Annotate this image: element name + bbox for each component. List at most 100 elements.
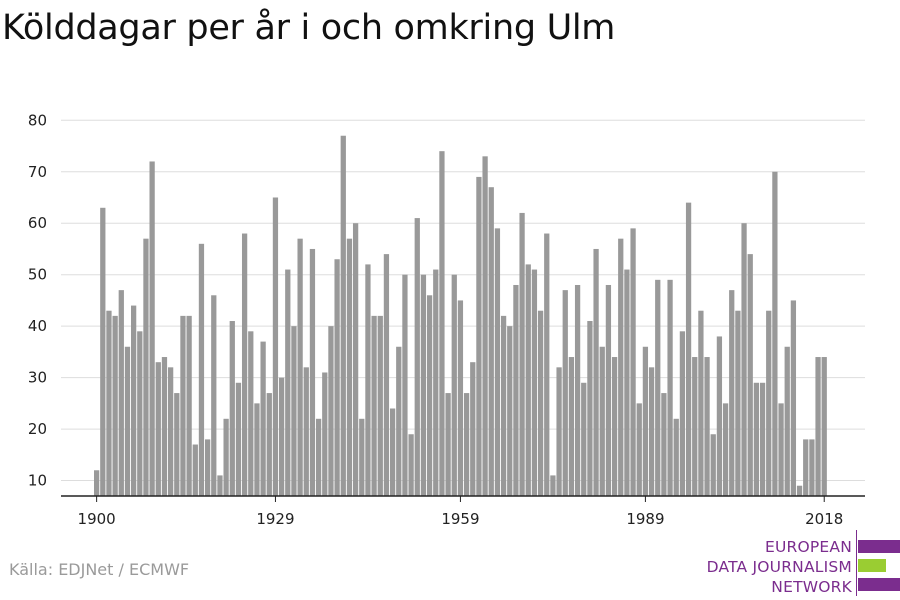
bar[interactable]: [642, 346, 649, 496]
bar[interactable]: [599, 346, 605, 496]
bar[interactable]: [303, 367, 309, 496]
bar[interactable]: [186, 315, 192, 496]
bar[interactable]: [648, 367, 655, 496]
bar[interactable]: [753, 382, 760, 496]
bar[interactable]: [544, 233, 550, 496]
bar[interactable]: [180, 315, 186, 496]
bar[interactable]: [796, 485, 803, 496]
bar[interactable]: [500, 315, 507, 496]
bar[interactable]: [143, 238, 149, 497]
bar[interactable]: [112, 315, 118, 496]
bar[interactable]: [396, 346, 402, 496]
bar[interactable]: [137, 331, 143, 496]
bar[interactable]: [155, 362, 161, 496]
bar[interactable]: [574, 284, 581, 496]
bar[interactable]: [698, 310, 704, 496]
bar[interactable]: [420, 274, 427, 496]
bar[interactable]: [685, 202, 692, 496]
bar[interactable]: [778, 403, 784, 496]
bar[interactable]: [593, 248, 599, 496]
bar[interactable]: [624, 269, 630, 496]
bar[interactable]: [667, 279, 673, 496]
edjnet-logo[interactable]: EUROPEAN DATA JOURNALISM NETWORK: [700, 530, 900, 596]
bar[interactable]: [174, 393, 180, 496]
bar[interactable]: [260, 341, 266, 496]
bar[interactable]: [673, 418, 679, 496]
bar[interactable]: [476, 176, 482, 496]
bar[interactable]: [605, 284, 612, 496]
bar[interactable]: [217, 475, 223, 496]
bar[interactable]: [722, 403, 729, 496]
bar[interactable]: [710, 434, 716, 496]
bar[interactable]: [784, 346, 790, 496]
bar[interactable]: [291, 326, 297, 496]
bar[interactable]: [433, 269, 439, 496]
bar[interactable]: [223, 418, 229, 496]
bar[interactable]: [106, 310, 112, 496]
bar[interactable]: [334, 259, 340, 496]
bar[interactable]: [704, 357, 710, 496]
bar[interactable]: [211, 295, 217, 496]
bar[interactable]: [470, 362, 476, 496]
bar[interactable]: [365, 264, 371, 496]
bar[interactable]: [568, 357, 575, 496]
bar[interactable]: [581, 382, 587, 496]
bar[interactable]: [408, 434, 414, 496]
bar[interactable]: [340, 135, 346, 497]
bar[interactable]: [167, 367, 174, 496]
bar[interactable]: [772, 171, 778, 496]
bar[interactable]: [192, 444, 198, 496]
bar[interactable]: [100, 207, 106, 497]
bar[interactable]: [426, 295, 433, 496]
bar[interactable]: [346, 238, 353, 497]
bar[interactable]: [537, 310, 544, 496]
bar[interactable]: [636, 403, 642, 496]
bar[interactable]: [266, 393, 272, 496]
bar[interactable]: [507, 326, 513, 496]
bar[interactable]: [531, 269, 538, 496]
bar[interactable]: [482, 156, 488, 496]
bar[interactable]: [766, 310, 772, 496]
bar[interactable]: [556, 367, 562, 496]
bar[interactable]: [309, 248, 316, 496]
bar[interactable]: [241, 233, 248, 496]
bar[interactable]: [297, 238, 303, 497]
bar[interactable]: [118, 290, 124, 496]
bar[interactable]: [414, 218, 420, 496]
bar[interactable]: [383, 254, 390, 496]
bar[interactable]: [457, 300, 464, 496]
bar[interactable]: [655, 279, 661, 496]
bar[interactable]: [618, 238, 624, 497]
bar[interactable]: [611, 357, 618, 496]
bar[interactable]: [204, 439, 211, 496]
bar[interactable]: [488, 187, 494, 496]
bar[interactable]: [315, 418, 322, 496]
bar[interactable]: [352, 223, 359, 497]
bar[interactable]: [149, 161, 155, 496]
bar[interactable]: [803, 439, 809, 496]
bar[interactable]: [359, 418, 365, 496]
bar[interactable]: [735, 310, 741, 496]
bar[interactable]: [198, 243, 205, 496]
bar[interactable]: [377, 315, 383, 496]
bar[interactable]: [562, 290, 568, 496]
bar[interactable]: [741, 223, 747, 497]
bar[interactable]: [729, 290, 735, 496]
bar[interactable]: [278, 377, 285, 496]
bar[interactable]: [131, 305, 137, 496]
bar[interactable]: [759, 382, 766, 496]
bar[interactable]: [550, 475, 556, 496]
bar[interactable]: [679, 331, 686, 496]
bar[interactable]: [463, 393, 470, 496]
bar[interactable]: [124, 346, 131, 496]
bar[interactable]: [790, 300, 797, 496]
bar[interactable]: [371, 315, 377, 496]
bar[interactable]: [285, 269, 291, 496]
bar[interactable]: [587, 321, 593, 496]
bar[interactable]: [747, 254, 753, 496]
bar[interactable]: [716, 336, 723, 496]
bar[interactable]: [494, 228, 501, 496]
bar[interactable]: [229, 321, 235, 496]
bar[interactable]: [161, 357, 168, 496]
bar[interactable]: [322, 372, 328, 496]
